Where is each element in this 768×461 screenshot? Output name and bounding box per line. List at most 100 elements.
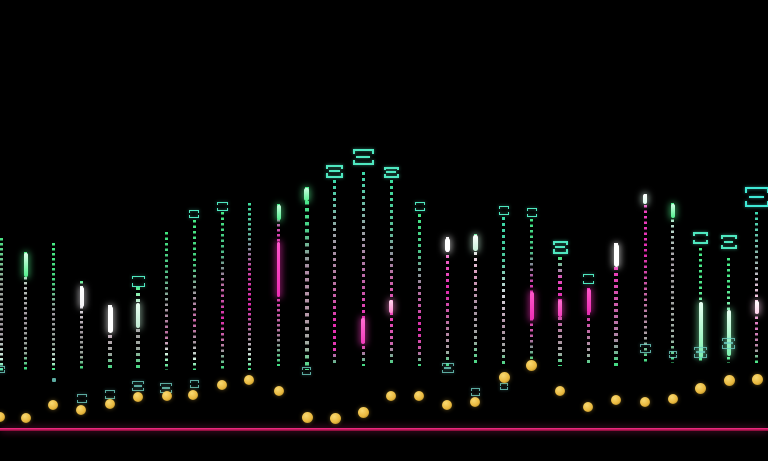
bounce-ball — [301, 411, 313, 423]
glow-segment — [670, 204, 675, 218]
bounce-ball — [668, 394, 678, 404]
dot-column — [108, 305, 112, 370]
floor-bracket-icon — [0, 365, 5, 373]
dot-column — [80, 281, 83, 370]
bracket-top-bar — [132, 381, 144, 385]
glow-segment — [529, 292, 534, 320]
bracket-top-bar — [499, 382, 508, 386]
glow-segment — [726, 310, 731, 356]
dot-column — [389, 180, 393, 366]
peak-bracket-icon — [526, 207, 537, 217]
bounce-ball — [329, 412, 341, 424]
dot-column — [220, 212, 224, 370]
bounce-ball — [611, 395, 621, 405]
bracket-top-bar — [352, 149, 374, 155]
bracket-mid-bar — [386, 171, 396, 173]
bracket-bottom-bar — [583, 280, 594, 284]
bracket-top-bar — [693, 232, 708, 236]
bracket-top-bar — [471, 388, 480, 391]
bracket-mid-bar — [356, 156, 370, 158]
bounce-ball — [640, 397, 650, 407]
bracket-bottom-bar — [189, 215, 199, 218]
bracket-top-bar — [694, 346, 707, 351]
bracket-bottom-bar — [132, 387, 144, 391]
dot-column — [473, 234, 478, 366]
bracket-bottom-bar — [383, 173, 399, 178]
glow-segment — [276, 242, 281, 297]
bracket-bottom-bar — [0, 369, 5, 373]
peak-bracket-icon — [720, 235, 737, 249]
bracket-bottom-bar — [76, 399, 87, 403]
bracket-top-bar — [302, 367, 311, 370]
bracket-top-bar — [639, 343, 651, 347]
peak-bracket-icon — [131, 275, 145, 287]
bounce-ball — [694, 382, 706, 394]
bracket-bottom-bar — [131, 282, 145, 287]
bracket-bottom-bar — [526, 213, 537, 217]
bracket-bottom-bar — [189, 385, 199, 388]
bounce-ball — [442, 400, 452, 410]
dot-column — [304, 187, 309, 370]
bounce-ball — [274, 386, 284, 396]
bounce-ball — [162, 391, 172, 401]
bracket-mid-bar — [696, 351, 705, 353]
bracket-bottom-bar — [216, 207, 228, 211]
peak-bracket-icon — [583, 274, 594, 284]
bounce-ball — [583, 402, 593, 412]
glow-segment — [473, 235, 478, 251]
bracket-bottom-bar — [694, 353, 707, 358]
bracket-top-bar — [526, 207, 537, 211]
dot-column — [502, 217, 505, 366]
dot-column — [755, 212, 758, 363]
glow-segment — [389, 300, 393, 313]
dot-column — [643, 194, 647, 363]
floor-bracket-icon — [76, 393, 87, 403]
peak-bracket-icon — [414, 201, 425, 211]
bracket-top-bar — [189, 210, 199, 213]
floor-bracket-icon — [105, 389, 115, 399]
bracket-top-bar — [0, 365, 5, 369]
bracket-top-bar — [668, 350, 677, 354]
floor-bracket-icon — [132, 381, 144, 391]
dot-column — [586, 288, 591, 366]
bounce-ball — [414, 391, 424, 401]
bounce-ball — [723, 374, 735, 386]
floor-bracket-icon — [51, 378, 56, 382]
dot-column — [333, 180, 336, 366]
bracket-mid-bar — [443, 367, 452, 369]
dot-column — [192, 220, 196, 370]
dot-column — [52, 243, 55, 370]
bracket-mid-bar — [162, 387, 170, 389]
bracket-top-bar — [498, 205, 509, 209]
bracket-mid-bar — [749, 196, 764, 198]
glow-segment — [23, 253, 28, 277]
bracket-bottom-bar — [639, 349, 651, 353]
bracket-bottom-bar — [722, 344, 735, 349]
bracket-mid-bar — [555, 246, 565, 248]
floor-bracket-icon — [189, 380, 199, 388]
bounce-ball — [751, 373, 763, 385]
glow-segment — [107, 306, 113, 333]
dot-column — [24, 252, 27, 370]
bracket-bottom-bar — [498, 211, 509, 215]
peak-bracket-icon — [693, 232, 708, 244]
floor-bracket-icon — [694, 346, 707, 358]
bracket-top-bar — [131, 275, 145, 280]
dot-column — [361, 172, 365, 366]
bracket-bottom-bar — [441, 369, 454, 373]
bracket-top-bar — [722, 337, 735, 342]
glow-segment — [445, 238, 450, 252]
bracket-bottom-bar — [302, 372, 311, 375]
bounce-ball — [105, 399, 115, 409]
floor-bracket-icon — [668, 350, 677, 358]
bracket-top-bar — [552, 240, 568, 245]
bracket-top-bar — [583, 274, 594, 278]
peak-bracket-icon — [189, 210, 199, 218]
bracket-top-bar — [160, 383, 172, 387]
glow-segment — [586, 289, 591, 313]
glow-segment — [304, 188, 309, 201]
floor-bracket-icon — [471, 388, 480, 396]
bounce-ball — [470, 397, 480, 407]
bracket-bottom-bar — [499, 386, 508, 390]
